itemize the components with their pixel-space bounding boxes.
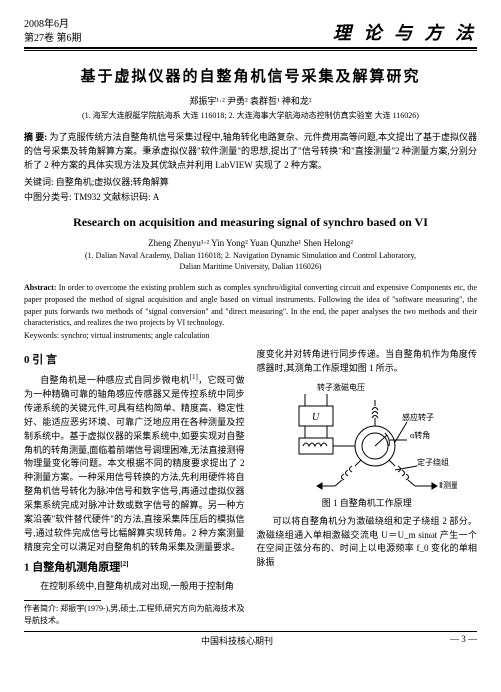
right-para-1: 度变化并对转角进行同步传递。当自整角机作为角度传感器时,其测角工作原理如图 1 …: [257, 348, 478, 376]
abstract-cn-label: 摘 要:: [24, 132, 47, 142]
keywords-cn-label: 关键词:: [24, 177, 54, 187]
keywords-en: Keywords: synchro; virtual instruments; …: [24, 331, 477, 340]
right-para-2: 可以将自整角机分为激磁绕组和定子绕组 2 部分。激磁绕组通入单相激磁交流电 U＝…: [257, 515, 478, 571]
authors-cn: 郑振宇¹·² 尹勇² 袁群哲¹ 神和龙²: [24, 94, 477, 107]
right-column: 度变化并对转角进行同步传递。当自整角机作为角度传感器时,其测角工作原理如图 1 …: [257, 348, 478, 628]
title-cn: 基于虚拟仪器的自整角机信号采集及解算研究: [24, 65, 477, 86]
footer-center: 中国科技核心期刊: [201, 634, 273, 647]
left-column: 0 引 言 自整角机是一种感应式自同步微电机[1]，它既可做为一种精确可靠的轴角…: [24, 348, 245, 628]
fig-label-out: Ⅱ测量: [439, 481, 457, 490]
fig-label-rotor: 感应转子: [402, 412, 434, 422]
footer: 中国科技核心期刊 — 3 —: [24, 634, 477, 647]
sec1-para: 在控制系统中,自整角机成对出现,一般用于控制角: [24, 580, 245, 594]
authors-en: Zheng Zhenyu¹·² Yin Yong² Yuan Qunzhe¹ S…: [24, 238, 477, 248]
footnote-rule: [24, 600, 101, 601]
abstract-en: Abstract: In order to overcome the exist…: [24, 282, 477, 328]
fig-label-U: U: [312, 412, 320, 423]
affil-en-2: Dalian Maritime University, Dalian 11602…: [24, 262, 477, 273]
header-rule-thick: [24, 47, 477, 49]
header-rule-thin: [24, 50, 477, 51]
abstract-en-text: In order to overcome the existing proble…: [24, 283, 477, 327]
fig-label-exc: 转子激磁电压: [317, 382, 365, 392]
figure-1: 转子激磁电压 U: [277, 380, 457, 511]
affil-en-1: (1. Dalian Naval Academy, Dalian 116018;…: [24, 251, 477, 262]
footer-page: — 3 —: [450, 634, 477, 647]
classification-cn: 中图分类号: TM932 文献标识码: A: [24, 190, 477, 203]
keywords-cn-text: 自整角机;虚拟仪器;转角解算: [56, 177, 169, 187]
sec1-heading-text: 1 自整角机测角原理: [24, 562, 120, 574]
title-en: Research on acquisition and measuring si…: [24, 215, 477, 230]
issue-block: 2008年6月 第27卷 第6期: [24, 18, 82, 45]
abstract-cn: 摘 要: 为了克服传统方法自整角机信号采集过程中,轴角转化电路复杂、元件费用高等…: [24, 131, 477, 173]
date-line: 2008年6月: [24, 18, 82, 32]
sec1-ref: [2]: [120, 560, 128, 568]
issue-line: 第27卷 第6期: [24, 32, 82, 46]
sec0-ref1: [1]: [190, 373, 198, 381]
footer-rule: [24, 631, 477, 632]
keywords-en-text: synchro; virtual instruments; angle calc…: [61, 331, 209, 340]
affil-cn: (1. 海军大连舰艇学院航海系 大连 116018; 2. 大连海事大学航海动态…: [24, 110, 477, 121]
sec1-heading: 1 自整角机测角原理[2]: [24, 559, 245, 577]
sec0-heading: 0 引 言: [24, 352, 245, 369]
sec0-para: 自整角机是一种感应式自同步微电机[1]，它既可做为一种精确可靠的轴角感应传感器又…: [24, 372, 245, 555]
fig-label-stator: 定子绕组: [417, 457, 449, 467]
keywords-en-label: Keywords:: [24, 331, 59, 340]
fig-label-angle: α转角: [410, 430, 430, 440]
figure-1-caption: 图 1 自整角机工作原理: [277, 497, 457, 511]
body-columns: 0 引 言 自整角机是一种感应式自同步微电机[1]，它既可做为一种精确可靠的轴角…: [24, 348, 477, 628]
abstract-en-label: Abstract:: [24, 283, 56, 292]
page-header: 2008年6月 第27卷 第6期 理 论 与 方 法: [24, 18, 477, 45]
figure-1-svg: 转子激磁电压 U: [277, 380, 457, 495]
abstract-cn-text: 为了克服传统方法自整角机信号采集过程中,轴角转化电路复杂、元件费用高等问题,本文…: [24, 132, 477, 170]
footnote: 作者简介: 郑振宇(1979-),男,硕士,工程师,研究方向为航海技术及导航技术…: [24, 603, 245, 628]
sec0-text-b: ，它既可做为一种精确可靠的轴角感应传感器又是传控系统中同步传递系统的关键元件,可…: [24, 375, 245, 552]
section-title: 理 论 与 方 法: [333, 19, 477, 45]
sec0-text-a: 自整角机是一种感应式自同步微电机: [40, 375, 189, 385]
affil-en: (1. Dalian Naval Academy, Dalian 116018;…: [24, 251, 477, 273]
keywords-cn: 关键词: 自整角机;虚拟仪器;转角解算: [24, 175, 477, 188]
